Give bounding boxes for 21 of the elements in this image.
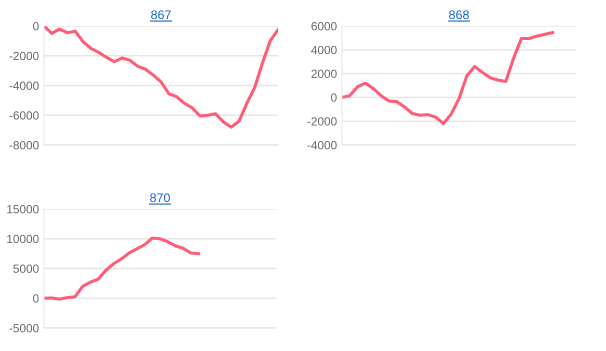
y-tick-label: -5000 — [9, 324, 39, 332]
line-series — [342, 31, 554, 126]
y-tick-label: -2000 — [9, 52, 39, 60]
line-series — [44, 236, 200, 301]
y-tick-label: -4000 — [9, 82, 39, 90]
y-tick-label: -4000 — [307, 141, 337, 150]
y-tick-label: -2000 — [307, 117, 337, 126]
y-tick-label: 2000 — [311, 70, 337, 78]
y-tick-label: 6000 — [311, 22, 337, 30]
y-tick-label: -6000 — [9, 111, 39, 120]
y-tick-label: 0 — [33, 22, 39, 30]
chart-title: 868 — [449, 10, 469, 20]
chart-title: 870 — [150, 193, 170, 202]
y-tick-label: 0 — [331, 93, 337, 102]
y-tick-label: 5000 — [13, 264, 39, 273]
y-tick-label: 10000 — [7, 234, 39, 244]
y-tick-label: -8000 — [9, 141, 39, 150]
y-tick-label: 4000 — [311, 46, 337, 54]
chart-title: 867 — [151, 10, 171, 20]
y-tick-label: 0 — [33, 294, 39, 303]
y-tick-label: 15000 — [7, 205, 39, 214]
